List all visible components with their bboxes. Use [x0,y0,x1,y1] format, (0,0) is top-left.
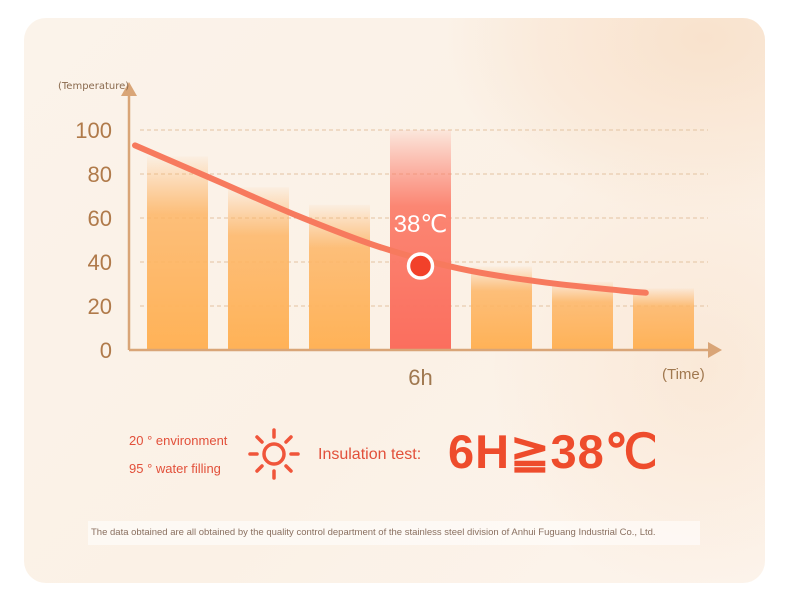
axes [121,82,722,358]
bars [147,130,694,349]
sun-icon [248,428,300,480]
environment-condition: 20 ° environment [129,433,228,448]
y-tick-label: 60 [88,206,112,231]
bar [309,204,370,349]
insulation-label: Insulation test: [318,446,422,463]
bar [228,187,289,349]
callout: 38℃ [394,211,448,280]
x-axis-arrow-icon [708,342,722,358]
y-axis-arrow-icon [121,82,137,96]
callout-label: 38℃ [394,211,448,238]
x-category-labels: 6h [408,365,432,390]
footnote: The data obtained are all obtained by th… [88,521,700,545]
water-condition: 95 ° water filling [129,461,221,476]
x-tick-label: 6h [408,365,432,390]
temperature-chart: 0 20 40 60 80 100 (Temperature) (Time) 6h 38℃ [58,81,722,390]
y-tick-label: 40 [88,250,112,275]
bar [633,288,694,349]
insulation-value: 6H≧38℃ [448,425,659,478]
callout-point [406,252,435,280]
y-tick-label: 20 [88,294,112,319]
bar-highlight [390,130,451,349]
y-tick-labels: 0 20 40 60 80 100 [75,118,112,363]
y-tick-label: 0 [100,338,112,363]
bar [552,281,613,349]
y-axis-label: (Temperature) [58,81,129,92]
x-axis-label: (Time) [662,366,705,383]
y-tick-label: 100 [75,118,112,143]
y-tick-label: 80 [88,162,112,187]
bar [147,156,208,349]
